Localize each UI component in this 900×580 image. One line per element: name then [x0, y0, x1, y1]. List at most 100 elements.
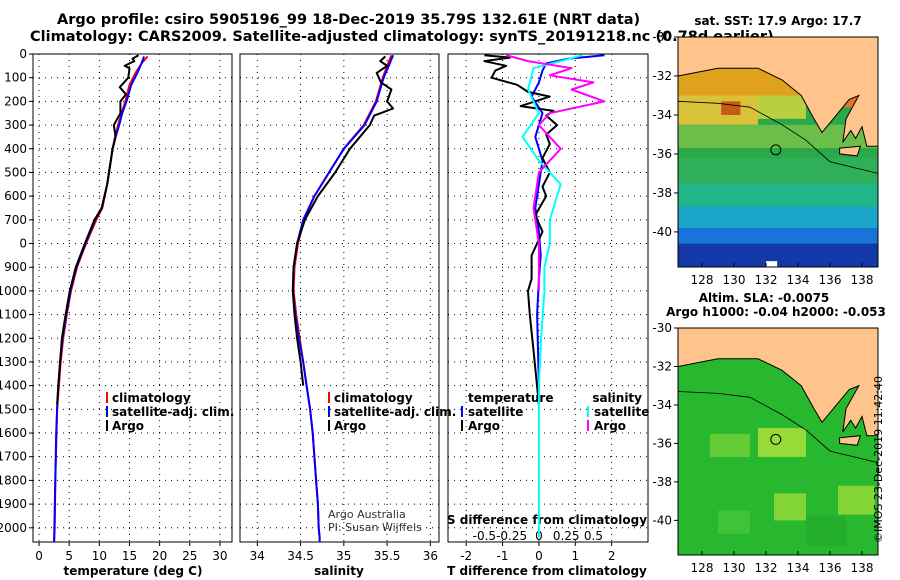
depth-tick-label: 0	[19, 237, 27, 251]
legend-label-sal-satellite: satellite	[594, 405, 649, 419]
temp-xtick-label: 10	[92, 549, 107, 563]
plot-title-line-1: Argo profile: csiro 5905196_99 18-Dec-20…	[57, 12, 641, 28]
legend-title-temperature: temperature	[468, 391, 553, 405]
map-cell	[758, 95, 806, 119]
depth-tick-label: 200	[4, 94, 27, 108]
legend-label-temp-argo: Argo	[468, 419, 500, 433]
diff-x2tick-label: -0.25	[496, 529, 527, 543]
depth-tick-label: 1100	[0, 308, 27, 322]
legend-label-satellite: satellite-adj. clim.	[334, 405, 456, 419]
depth-tick-label: 500	[4, 165, 27, 179]
depth-tick-label: 700	[4, 213, 27, 227]
legend-label-temp-satellite: satellite	[468, 405, 523, 419]
map-cell	[718, 510, 750, 534]
sla-map-frame	[677, 327, 879, 556]
sal-xtick-label: 36	[423, 549, 438, 563]
legend-label-sal-argo: Argo	[594, 419, 626, 433]
sal-series-satellite-adj-clim-	[291, 54, 395, 542]
temperature-xlabel: temperature (deg C)	[64, 564, 203, 578]
depth-tick-label: 1800	[0, 473, 27, 487]
depth-tick-label: 1500	[0, 402, 27, 416]
difference-xlabel: T difference from climatology	[447, 564, 647, 578]
temp-xtick-label: 15	[122, 549, 137, 563]
depth-tick-label: 1900	[0, 497, 27, 511]
depth-tick-label: 1600	[0, 426, 27, 440]
map-cell	[721, 101, 741, 115]
sst-map-frame	[677, 36, 879, 268]
map-cell	[774, 493, 806, 521]
sst-map: 128 130 132 134 136 138 -30 -32 -34 -36 -38 -40	[652, 30, 879, 287]
map-ytick-label: -34	[652, 108, 672, 122]
map-ytick-label: -36	[652, 436, 672, 450]
depth-tick-label: 1000	[0, 284, 27, 298]
diff-xtick-label: -1	[497, 549, 509, 563]
float-position-marker	[770, 144, 782, 156]
map-xtick-label: 132	[755, 561, 778, 575]
map-xtick-label: 132	[755, 273, 778, 287]
difference-legend: temperature satellite Argo salinity sate…	[461, 391, 649, 433]
sla-map-title-1: Altim. SLA: -0.0075	[699, 291, 830, 305]
map-cell	[806, 516, 846, 546]
map-xtick-label: 128	[691, 561, 714, 575]
float-position-marker	[770, 433, 782, 445]
salinity-panel-frame	[239, 53, 440, 543]
map-xtick-label: 138	[851, 561, 874, 575]
diff-series-temperature-argo	[483, 54, 559, 405]
sla-map-title-2: Argo h1000: -0.04 h2000: -0.053	[666, 305, 886, 319]
legend-label-climatology: climatology	[112, 391, 191, 405]
sal-xtick-label: 35	[336, 549, 351, 563]
map-ytick-label: -34	[652, 398, 672, 412]
temperature-panel-frame	[32, 53, 233, 543]
depth-tick-label: 1200	[0, 331, 27, 345]
map-island	[839, 435, 862, 446]
map-xtick-label: 130	[723, 561, 746, 575]
map-ytick-label: -30	[652, 30, 672, 44]
diff-xtick-label: 0	[535, 549, 543, 563]
depth-tick-label: 300	[4, 118, 27, 132]
sal-series-climatology	[292, 54, 393, 542]
temp-xtick-label: 20	[152, 549, 167, 563]
temp-xtick-label: 0	[35, 549, 43, 563]
difference-panel-frame	[447, 53, 649, 543]
depth-tick-label: 400	[4, 142, 27, 156]
map-xtick-label: 134	[787, 561, 810, 575]
temp-xtick-label: 25	[182, 549, 197, 563]
legend-label-satellite: satellite-adj. clim.	[112, 405, 234, 419]
map-cell	[678, 243, 878, 267]
temp-series-argo	[56, 54, 140, 405]
sla-map: 128 130 132 134 136 138 -30 -32 -34 -36 -38 -40	[652, 321, 879, 575]
map-island	[839, 145, 862, 157]
map-xtick-label: 136	[819, 561, 842, 575]
diff-x2tick-label: 0.25	[553, 529, 580, 543]
map-cell	[758, 428, 806, 457]
map-cell	[838, 485, 875, 515]
map-cell	[678, 95, 758, 125]
legend-title-salinity: salinity	[592, 391, 642, 405]
map-shelf-contour	[677, 391, 879, 464]
map-ytick-label: -40	[652, 225, 672, 239]
difference-x2label: S difference from climatology	[447, 513, 647, 527]
imos-stamp: ©IMOS 23-Dec-2019 11:42:40	[872, 376, 885, 543]
depth-tick-label: 1700	[0, 450, 27, 464]
map-xtick-label: 128	[691, 273, 714, 287]
salinity-annotation-2: PI: Susan Wijffels	[328, 521, 422, 534]
sst-map-title: sat. SST: 17.9 Argo: 17.7	[694, 14, 861, 28]
plot-title-line-2: Climatology: CARS2009. Satellite-adjuste…	[30, 29, 774, 45]
sal-xtick-label: 35.5	[374, 549, 401, 563]
salinity-xlabel: salinity	[314, 564, 364, 578]
map-ytick-label: -32	[652, 359, 672, 373]
temp-xtick-label: 30	[212, 549, 227, 563]
salinity-annotation-1: Argo Australia	[328, 508, 406, 521]
map-xtick-label: 134	[787, 273, 810, 287]
diff-x2tick-label: -0.5	[473, 529, 496, 543]
map-ytick-label: -40	[652, 513, 672, 527]
sal-xtick-label: 34.5	[287, 549, 314, 563]
depth-tick-label: 100	[4, 71, 27, 85]
sal-xtick-label: 34	[250, 549, 265, 563]
depth-tick-label: 1300	[0, 355, 27, 369]
diff-series-salinity-satellite	[521, 54, 583, 538]
map-cell	[678, 228, 878, 248]
map-ytick-label: -38	[652, 186, 672, 200]
map-cell	[766, 261, 778, 269]
map-cell	[710, 433, 750, 457]
